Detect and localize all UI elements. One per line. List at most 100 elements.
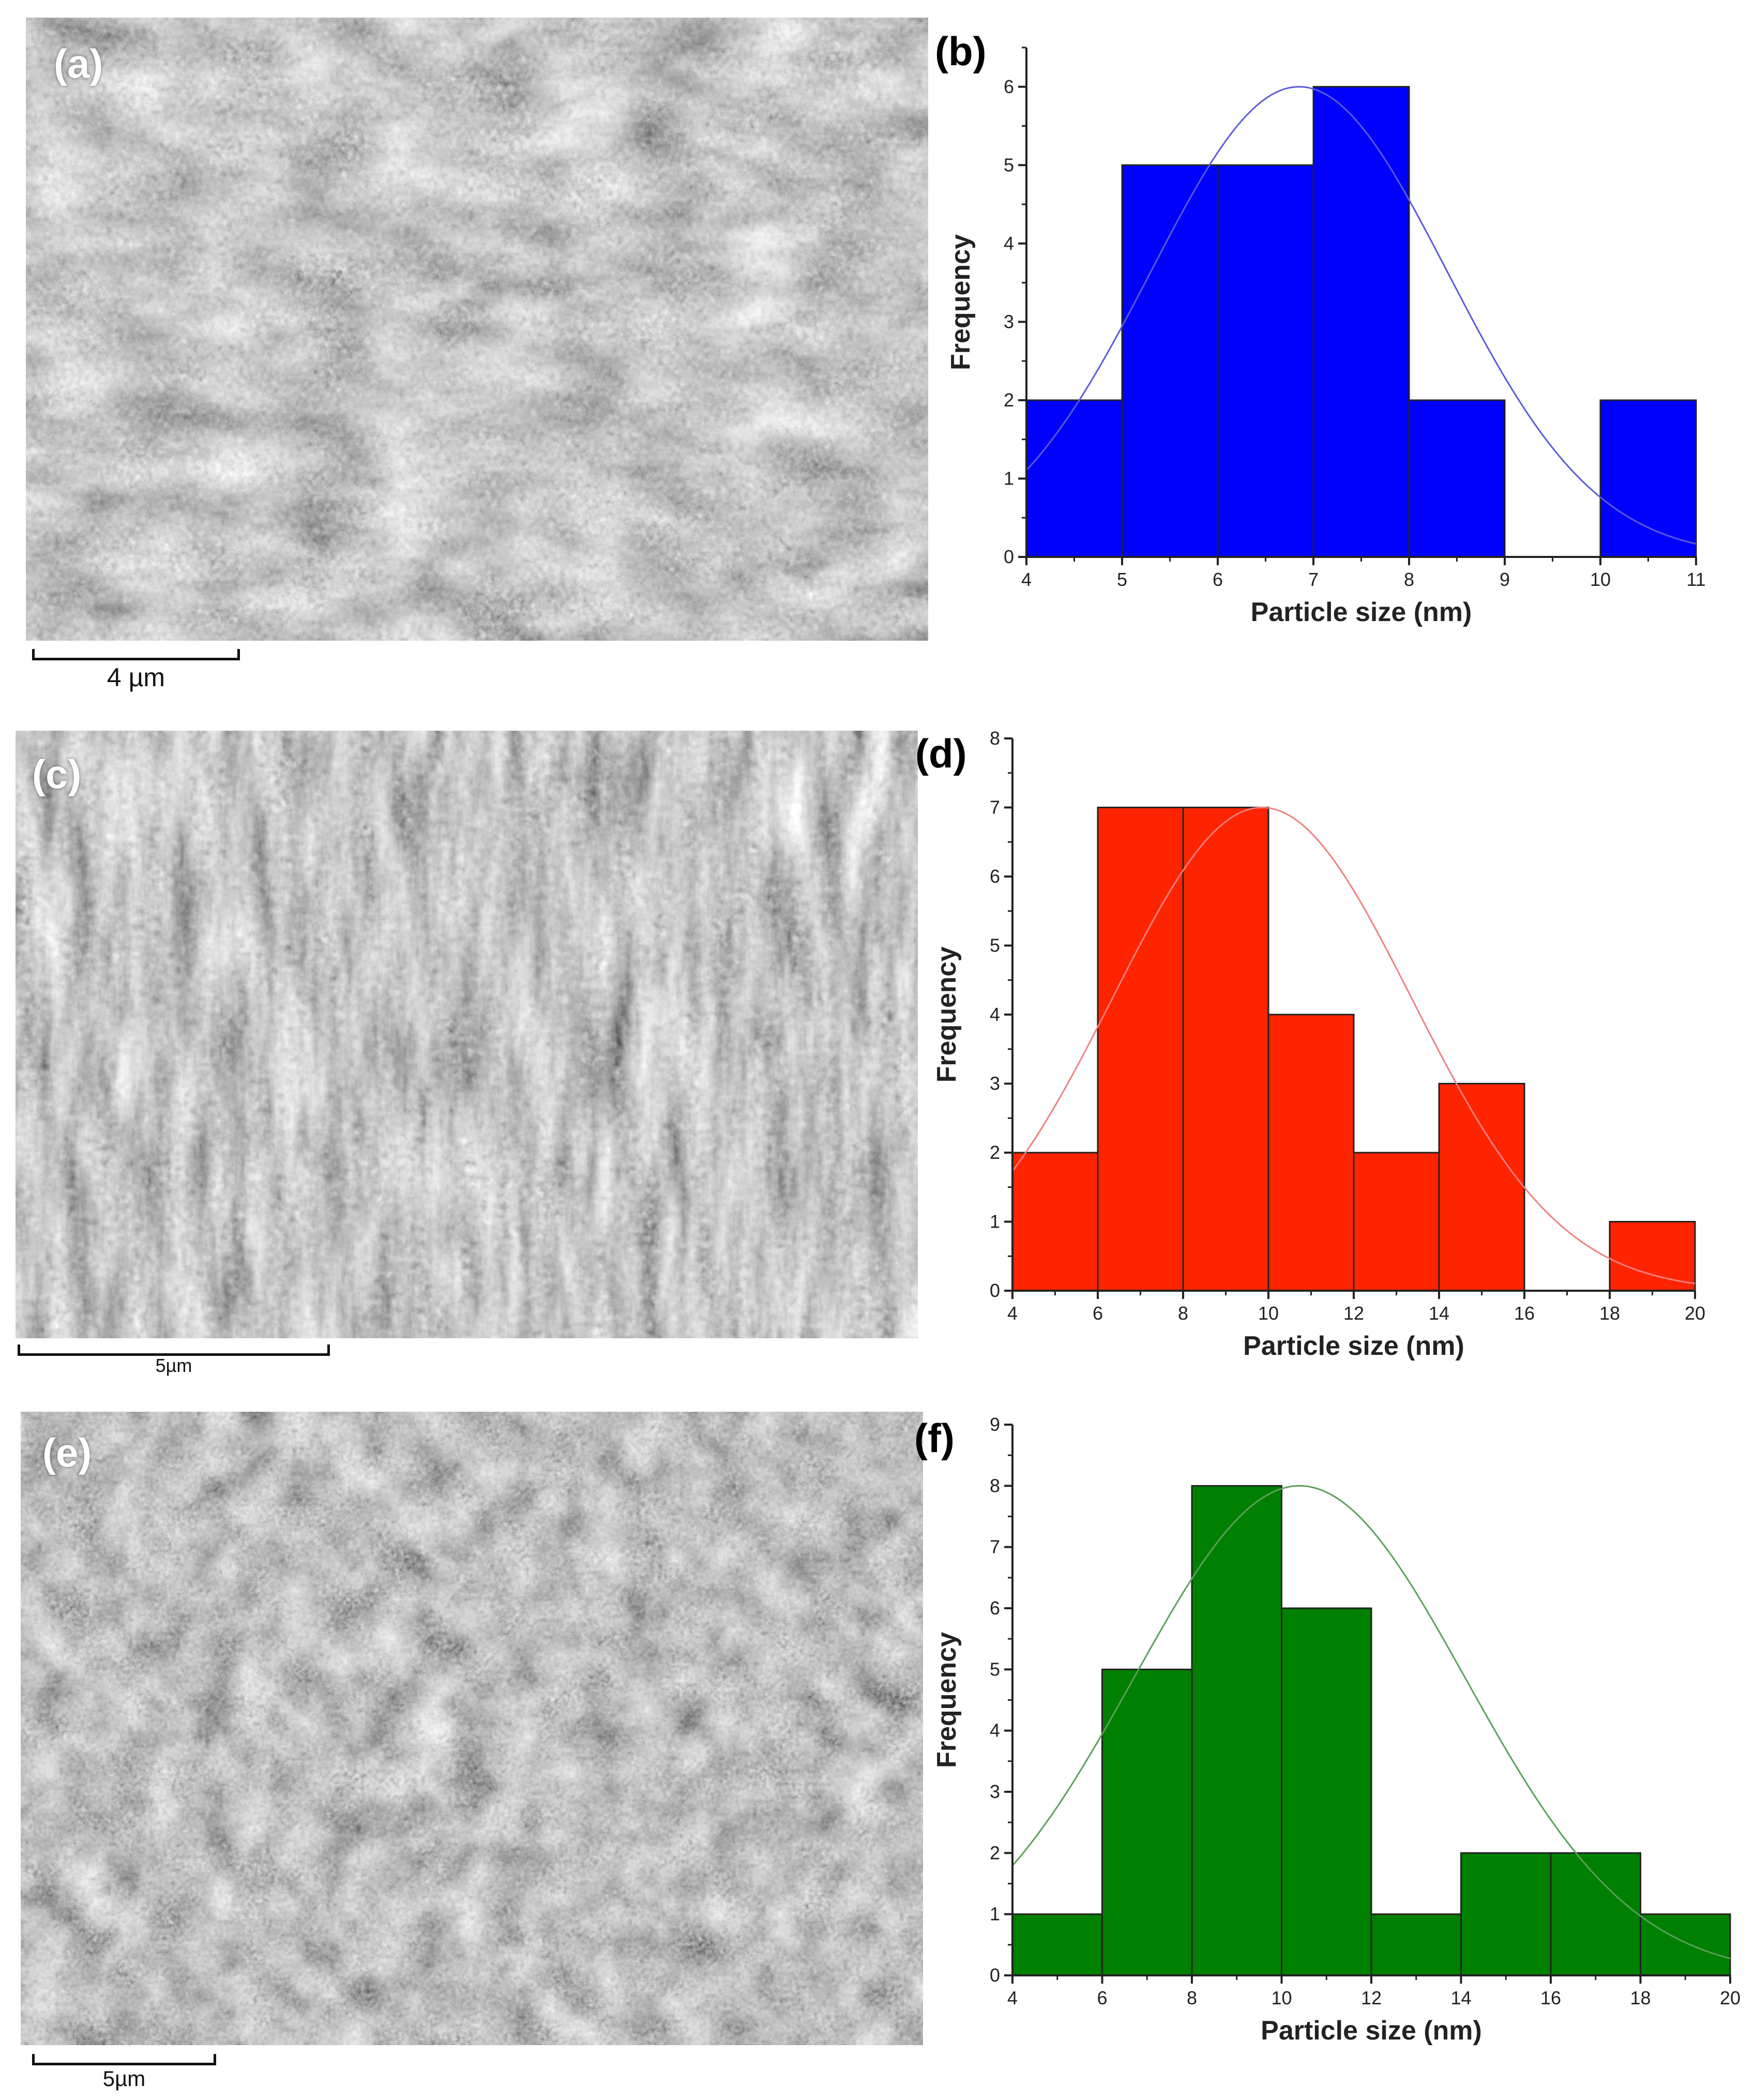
scale-bar-line [18,1344,330,1356]
y-tick-label: 4 [990,1720,1000,1741]
scale-bar-a: 4 µm [32,649,240,696]
panel-label-e: (e) [42,1430,92,1475]
histogram-bar [1353,1152,1440,1292]
bars [1025,86,1697,558]
histogram-bar [1191,1485,1282,1976]
histogram-bar [1025,399,1123,558]
y-tick-label: 3 [990,1073,1000,1094]
scale-bar-line [32,649,240,660]
panel-label-c: (c) [32,751,82,797]
y-tick-label: 0 [990,1280,1000,1301]
x-tick-label: 12 [1361,1987,1382,2008]
panel-label-b: (b) [935,28,987,74]
y-axis-title: Frequency [932,1632,962,1768]
x-tick-label: 6 [1213,569,1223,590]
y-tick-label: 5 [1004,154,1014,175]
histogram-bar [1438,1083,1525,1292]
histogram-bar [1312,86,1410,558]
x-tick-label: 9 [1500,569,1510,590]
histogram-bar [1101,1668,1193,1976]
y-tick-label: 0 [1004,546,1014,567]
sem-image-c [16,731,918,1338]
sem-texture-e [21,1412,923,2045]
histogram-bar [1182,807,1269,1292]
x-tick-label: 12 [1343,1303,1364,1324]
x-tick-label: 6 [1097,1987,1107,2008]
x-tick-label: 16 [1514,1303,1535,1324]
sem-image-a [26,18,928,641]
x-tick-label: 8 [1404,569,1414,590]
histogram-bar [1370,1913,1462,1976]
scale-bar-text: 5µm [102,2066,146,2091]
histogram-bar [1011,1913,1103,1976]
y-tick-label: 9 [990,1414,1000,1435]
y-tick-label: 3 [990,1781,1000,1802]
histogram-bar [1599,399,1697,558]
histogram-f: 4 6 8 10 12 14 16 18 20 0 1 2 3 4 5 6 7 8 9 Particle size (… [910,1412,1755,2084]
y-tick-label: 1 [990,1903,1000,1925]
scale-bar-text: 5µm [155,1355,192,1376]
x-axis-title: Particle size (nm) [1261,2016,1482,2046]
histogram-b: 4 5 6 7 8 9 10 11 0 1 2 3 4 5 6 Particle size (nm) Frequ… [926,31,1722,646]
y-tick-label: 7 [990,797,1000,818]
x-tick-label: 18 [1630,1987,1651,2008]
y-tick-label: 8 [990,1475,1000,1496]
scale-bar-line [32,2054,216,2065]
y-tick-label: 1 [990,1211,1000,1232]
panel-label-d: (d) [915,731,967,776]
histogram-bar [1097,807,1184,1292]
histogram-bar [1609,1221,1696,1292]
x-tick-label: 18 [1599,1303,1620,1324]
y-tick-label: 8 [990,728,1000,749]
x-tick-label: 10 [1590,569,1611,590]
y-tick-label: 7 [990,1536,1000,1558]
y-tick-label: 0 [990,1965,1000,1986]
histogram-bar [1408,399,1506,558]
y-tick-label: 4 [990,1004,1000,1025]
x-tick-label: 8 [1178,1303,1188,1324]
y-tick-label: 6 [990,1597,1000,1619]
panel-label-a: (a) [54,41,103,86]
fit-curve [1011,806,1696,1285]
x-tick-label: 20 [1720,1987,1741,2008]
x-tick-label: 14 [1429,1303,1449,1324]
histogram-bar [1281,1607,1372,1976]
scale-bar-c: 5µm [18,1344,330,1381]
histogram-bar [1550,1852,1641,1976]
y-tick-label: 2 [990,1142,1000,1163]
x-tick-label: 5 [1117,569,1127,590]
panel-label-f: (f) [914,1415,955,1461]
y-tick-label: 5 [990,1658,1000,1680]
histogram-bar [1217,164,1314,558]
x-tick-label: 6 [1093,1303,1103,1324]
fit-curve [1011,1485,1731,1959]
sem-texture-c [16,731,918,1338]
y-tick-label: 4 [1004,233,1014,254]
x-tick-label: 4 [1007,1987,1018,2008]
bars [1011,807,1696,1292]
y-tick-label: 6 [1004,76,1014,97]
x-tick-label: 20 [1685,1303,1705,1324]
histogram-bar [1267,1014,1355,1292]
y-tick-label: 1 [1004,467,1014,489]
y-tick-label: 2 [990,1842,1000,1863]
fit-curve [1025,86,1697,545]
histogram-bar [1011,1152,1099,1292]
x-tick-label: 16 [1540,1987,1561,2008]
histogram-svg: 4 5 6 7 8 9 10 11 0 1 2 3 4 5 6 Particle size (nm) Frequ… [946,47,1706,627]
scale-bar-text: 4 µm [107,663,165,692]
sem-texture-a [26,18,928,641]
histogram-d: 4 6 8 10 12 14 16 18 20 0 1 2 3 4 5 6 7 8 Particle size (n… [910,724,1732,1386]
x-tick-label: 7 [1308,569,1319,590]
y-tick-label: 2 [1004,389,1014,411]
y-axis-title: Frequency [932,946,962,1082]
histogram-bar [1121,164,1219,558]
histogram-bar [1640,1913,1731,1976]
x-axis-title: Particle size (nm) [1251,597,1472,627]
y-tick-label: 5 [990,935,1000,956]
scale-bar-e: 5µm [32,2054,216,2095]
y-tick-label: 6 [990,866,1000,887]
sem-image-e [21,1412,923,2045]
